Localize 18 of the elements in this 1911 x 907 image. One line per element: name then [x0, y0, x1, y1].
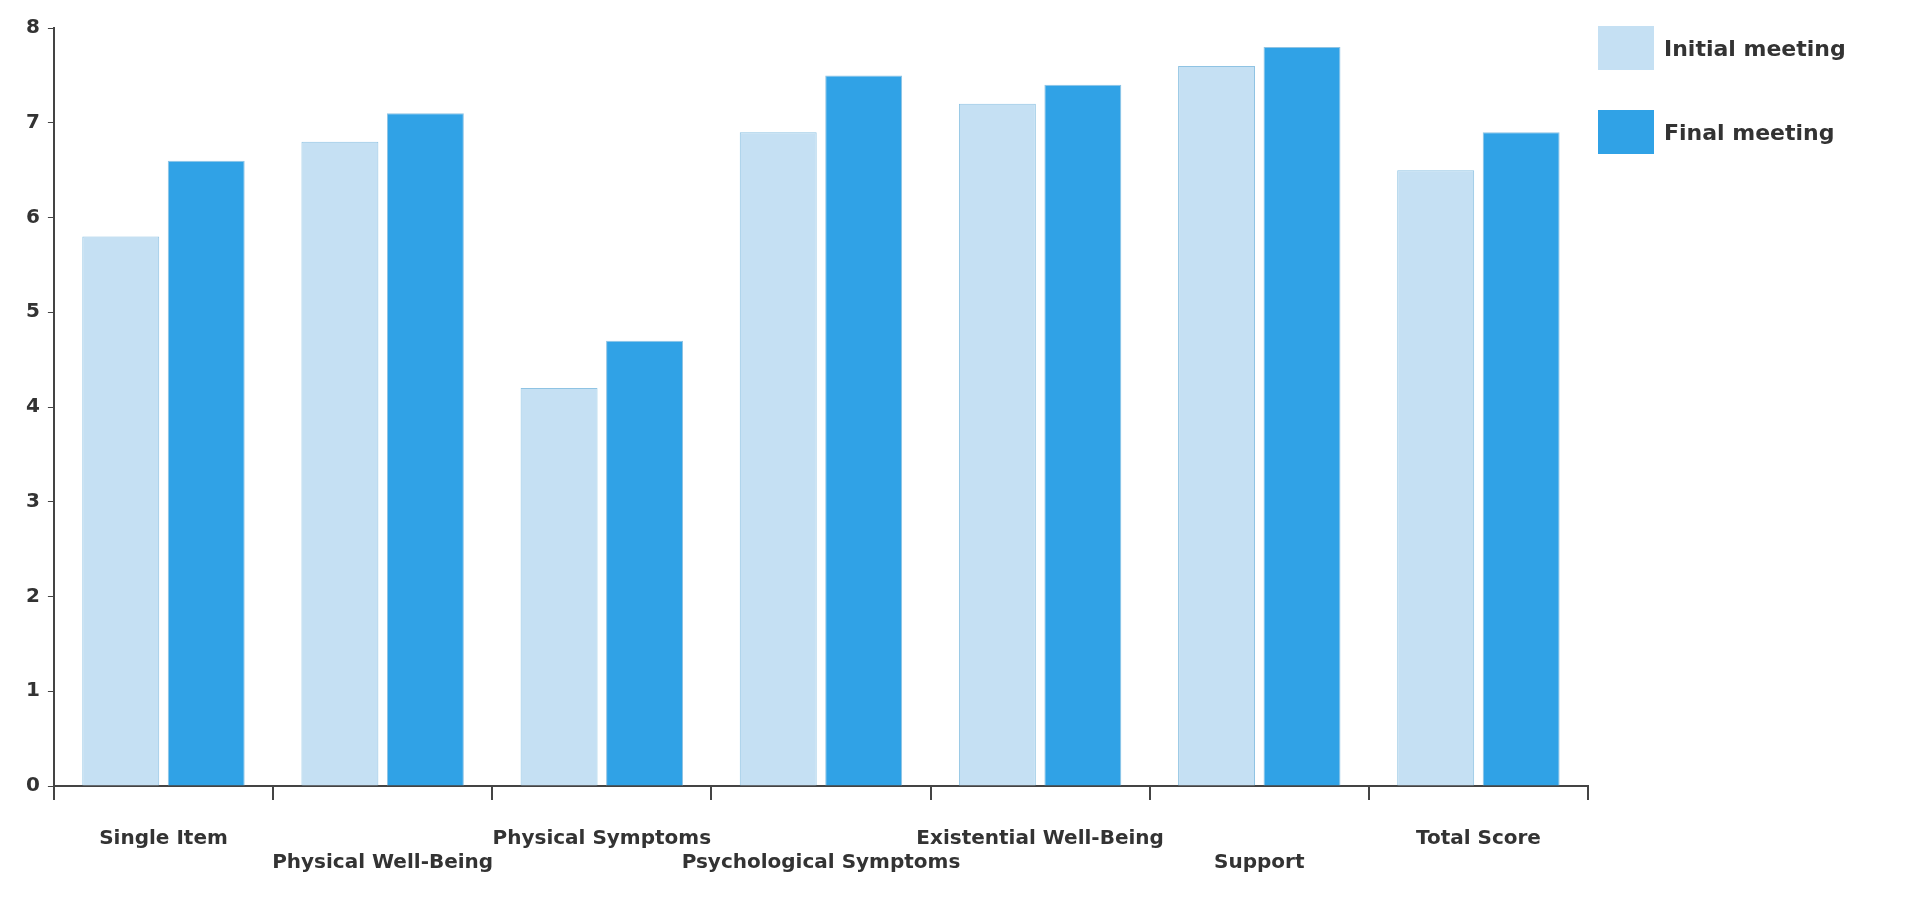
y-tick-label: 3 [25, 487, 40, 512]
x-tick-label: Psychological Symptoms [681, 849, 961, 874]
x-tick-label: Physical Symptoms [492, 825, 712, 850]
y-tick-label: 5 [25, 298, 40, 323]
x-tick-label: Physical Well-Being [272, 849, 494, 874]
y-tick-label: 7 [25, 108, 40, 133]
legend-label: Final meeting [1664, 119, 1835, 145]
y-tick-label: 4 [25, 393, 40, 418]
y-tick-label: 8 [25, 14, 40, 39]
y-tick-label: 1 [25, 677, 40, 702]
legend-label: Initial meeting [1664, 35, 1846, 61]
y-tick-label: 6 [25, 203, 40, 228]
x-tick-label: Support [1214, 849, 1305, 874]
y-tick-label: 2 [25, 582, 40, 607]
x-tick-label: Total Score [1415, 825, 1541, 850]
y-tick-label: 0 [25, 772, 40, 797]
x-tick-label: Existential Well-Being [916, 825, 1164, 850]
x-tick-label: Single Item [99, 825, 228, 850]
